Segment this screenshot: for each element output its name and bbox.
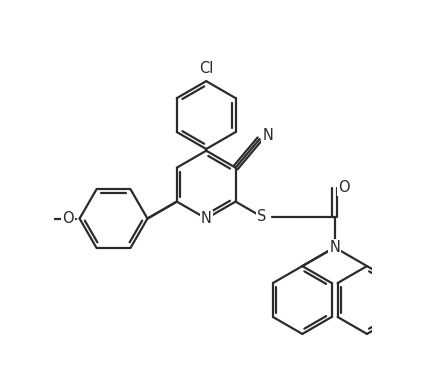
Text: N: N xyxy=(201,211,212,226)
Text: N: N xyxy=(329,240,340,255)
Text: S: S xyxy=(257,209,267,224)
Text: N: N xyxy=(262,128,273,142)
Text: O: O xyxy=(338,180,350,195)
Text: Cl: Cl xyxy=(199,61,213,76)
Text: O: O xyxy=(62,211,74,226)
